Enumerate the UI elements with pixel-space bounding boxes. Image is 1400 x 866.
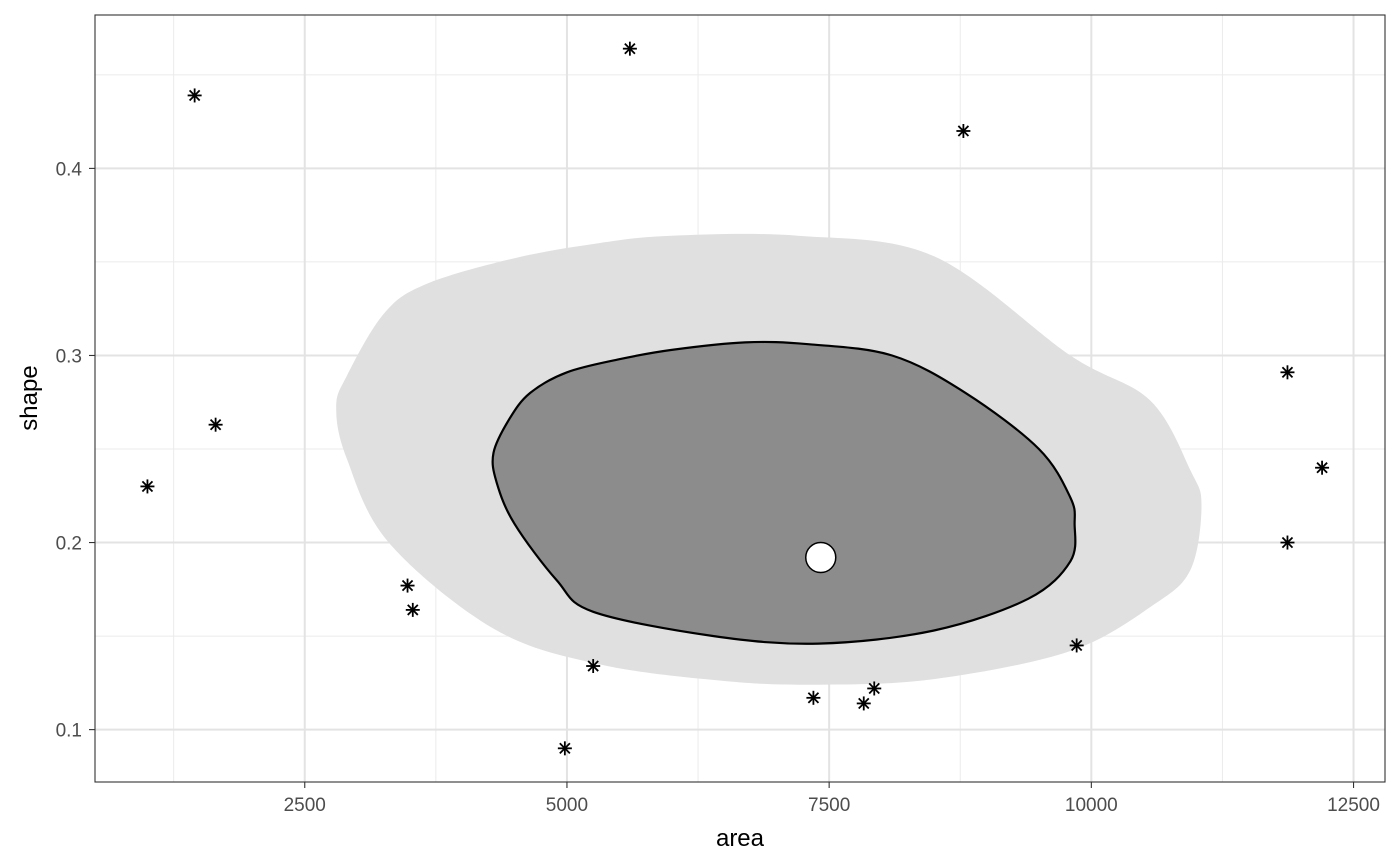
data-point	[867, 681, 882, 696]
y-tick-label: 0.2	[56, 534, 82, 555]
x-tick-label: 5000	[546, 795, 588, 816]
data-point	[956, 123, 971, 138]
data-point	[557, 741, 572, 756]
data-point	[806, 690, 821, 705]
x-tick-label: 12500	[1327, 795, 1380, 816]
inner-region	[491, 340, 1077, 645]
y-tick-label: 0.1	[56, 721, 82, 742]
data-point	[1069, 638, 1084, 653]
density-regions	[336, 233, 1202, 685]
x-tick-label: 7500	[808, 795, 850, 816]
data-point	[622, 41, 637, 56]
y-axis-title: shape	[16, 365, 43, 430]
data-points	[140, 41, 1330, 756]
data-point	[140, 479, 155, 494]
data-point	[400, 578, 415, 593]
plot-panel-border	[94, 14, 1386, 783]
x-axis-ticks: 2500 5000 7500 10000 12500	[284, 782, 1380, 816]
data-point	[405, 602, 420, 617]
data-point	[586, 659, 601, 674]
x-axis-title: area	[716, 825, 765, 852]
data-point	[208, 417, 223, 432]
x-tick-label: 2500	[284, 795, 326, 816]
center-marker	[805, 541, 837, 574]
x-tick-label: 10000	[1065, 795, 1118, 816]
y-axis-ticks: 0.1 0.2 0.3 0.4	[56, 159, 95, 742]
data-point	[856, 696, 871, 711]
data-point	[1280, 365, 1295, 380]
y-tick-label: 0.4	[56, 159, 83, 180]
data-point	[1315, 460, 1330, 475]
y-tick-label: 0.3	[56, 346, 82, 367]
center-marker-layer	[805, 541, 837, 574]
data-point	[1280, 535, 1295, 550]
data-point	[187, 88, 202, 103]
